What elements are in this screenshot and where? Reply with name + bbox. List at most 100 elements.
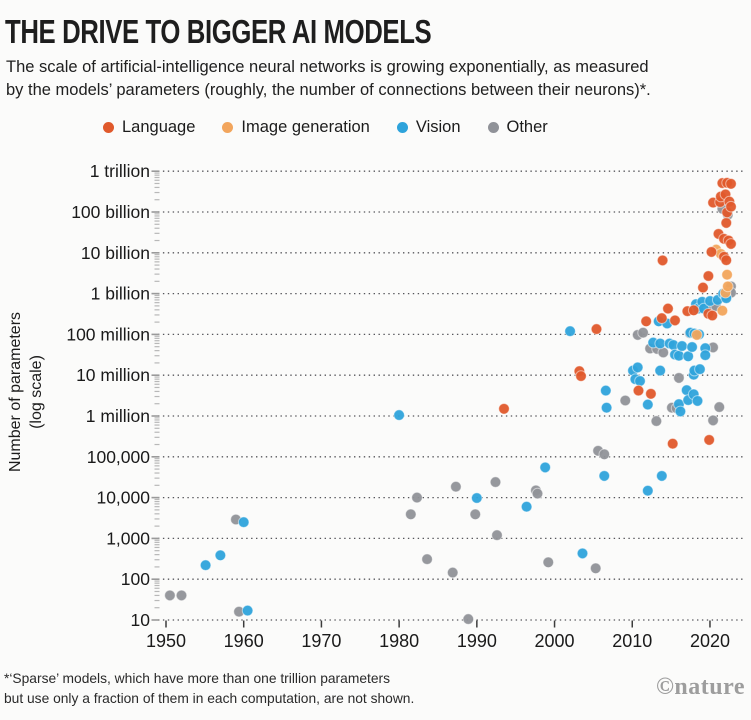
y-tick-label: 100	[121, 569, 150, 589]
data-point-other	[405, 508, 417, 521]
data-point-other	[421, 553, 433, 566]
data-point-image-generation	[691, 329, 703, 341]
data-point-language	[498, 403, 510, 415]
footnote: *‘Sparse’ models, which have more than o…	[4, 669, 414, 709]
data-point-other	[589, 562, 602, 575]
legend-label-other: Other	[506, 118, 548, 136]
y-tick-label: 1,000	[106, 528, 150, 548]
data-point-other	[469, 508, 482, 521]
data-point-vision	[241, 604, 254, 617]
legend-label-image-generation: Image generation	[241, 118, 370, 136]
data-point-vision	[674, 405, 687, 418]
x-tick-label: 2020	[690, 631, 730, 651]
legend-label-language: Language	[122, 118, 196, 136]
data-point-language	[662, 302, 674, 315]
data-point-other	[542, 556, 555, 569]
legend-label-vision: Vision	[415, 118, 461, 136]
data-point-language	[720, 254, 733, 267]
y-tick-label: 10 billion	[81, 243, 150, 263]
data-point-language	[645, 388, 657, 400]
legend-item-vision: Vision	[396, 118, 461, 137]
y-tick-label: 1 trillion	[90, 161, 150, 181]
data-point-vision	[576, 547, 589, 560]
data-point-other	[446, 566, 459, 579]
data-point-language	[666, 437, 679, 450]
data-point-other	[637, 326, 649, 339]
legend-item-other: Other	[487, 118, 548, 137]
data-point-vision	[237, 516, 250, 529]
data-point-vision	[631, 361, 644, 374]
data-point-language	[702, 270, 715, 282]
data-point-vision	[393, 409, 405, 421]
data-point-vision	[539, 461, 552, 474]
data-point-language	[590, 323, 603, 335]
data-point-language	[725, 178, 737, 190]
page-title: THE DRIVE TO BIGGER AI MODELS	[5, 13, 432, 50]
data-point-vision	[598, 470, 611, 482]
data-point-vision	[471, 492, 483, 504]
legend-item-image-generation: Image generation	[222, 118, 370, 137]
x-tick-label: 1990	[457, 631, 497, 651]
x-tick-label: 1970	[301, 631, 341, 651]
data-point-language	[697, 281, 709, 294]
data-point-other	[450, 480, 462, 493]
legend: Language Image generation Vision Other	[103, 118, 548, 137]
data-point-vision	[686, 341, 698, 353]
data-point-vision	[694, 363, 706, 376]
data-point-image-generation	[721, 268, 733, 281]
y-tick-label: 10,000	[96, 488, 150, 508]
data-point-other	[598, 448, 611, 461]
data-point-vision	[564, 325, 576, 338]
y-tick-label: 100,000	[87, 447, 151, 467]
data-point-vision	[520, 500, 533, 513]
data-point-vision	[676, 340, 688, 352]
x-tick-label: 2010	[612, 631, 652, 651]
subtitle-line-1: The scale of artificial-intelligence neu…	[6, 58, 649, 76]
x-tick-label: 1980	[379, 631, 419, 651]
subtitle: The scale of artificial-intelligence neu…	[6, 56, 746, 102]
data-point-language	[687, 304, 700, 317]
data-point-other	[164, 589, 176, 602]
data-point-other	[707, 414, 719, 427]
data-point-vision	[634, 375, 646, 387]
y-tick-label: 100 billion	[71, 202, 150, 222]
data-point-vision	[199, 559, 212, 572]
data-point-vision	[600, 384, 612, 397]
y-tick-label: 100 million	[66, 324, 150, 344]
data-point-vision	[642, 398, 654, 411]
y-tick-label: 1 billion	[91, 284, 150, 304]
data-point-vision	[691, 395, 704, 407]
legend-item-language: Language	[103, 118, 195, 137]
data-point-image-generation	[722, 280, 734, 293]
footnote-line-1: *‘Sparse’ models, which have more than o…	[4, 671, 390, 686]
data-point-other	[531, 487, 544, 500]
data-point-other	[489, 476, 502, 488]
data-point-other	[713, 401, 726, 413]
data-point-language	[632, 384, 645, 397]
data-point-other	[462, 613, 475, 625]
vision-dot-icon	[396, 122, 408, 133]
footnote-line-2: but use only a fraction of them in each …	[4, 691, 415, 706]
data-point-image-generation	[716, 304, 729, 317]
data-point-language	[640, 315, 653, 328]
x-tick-label: 1950	[146, 631, 186, 651]
data-point-vision	[214, 549, 227, 562]
data-point-language	[656, 254, 669, 267]
data-point-other	[650, 415, 663, 427]
data-point-vision	[699, 349, 712, 362]
data-point-language	[705, 246, 718, 258]
image-generation-dot-icon	[222, 122, 234, 133]
data-point-other	[175, 589, 188, 602]
data-point-language	[575, 370, 587, 382]
data-point-language	[720, 217, 733, 229]
data-point-language	[725, 238, 737, 250]
data-point-other	[491, 529, 503, 542]
data-point-language	[703, 434, 716, 446]
data-point-vision	[656, 470, 668, 482]
language-dot-icon	[103, 122, 114, 133]
data-point-other	[673, 372, 685, 384]
data-point-language	[669, 314, 681, 327]
data-point-other	[619, 394, 632, 407]
